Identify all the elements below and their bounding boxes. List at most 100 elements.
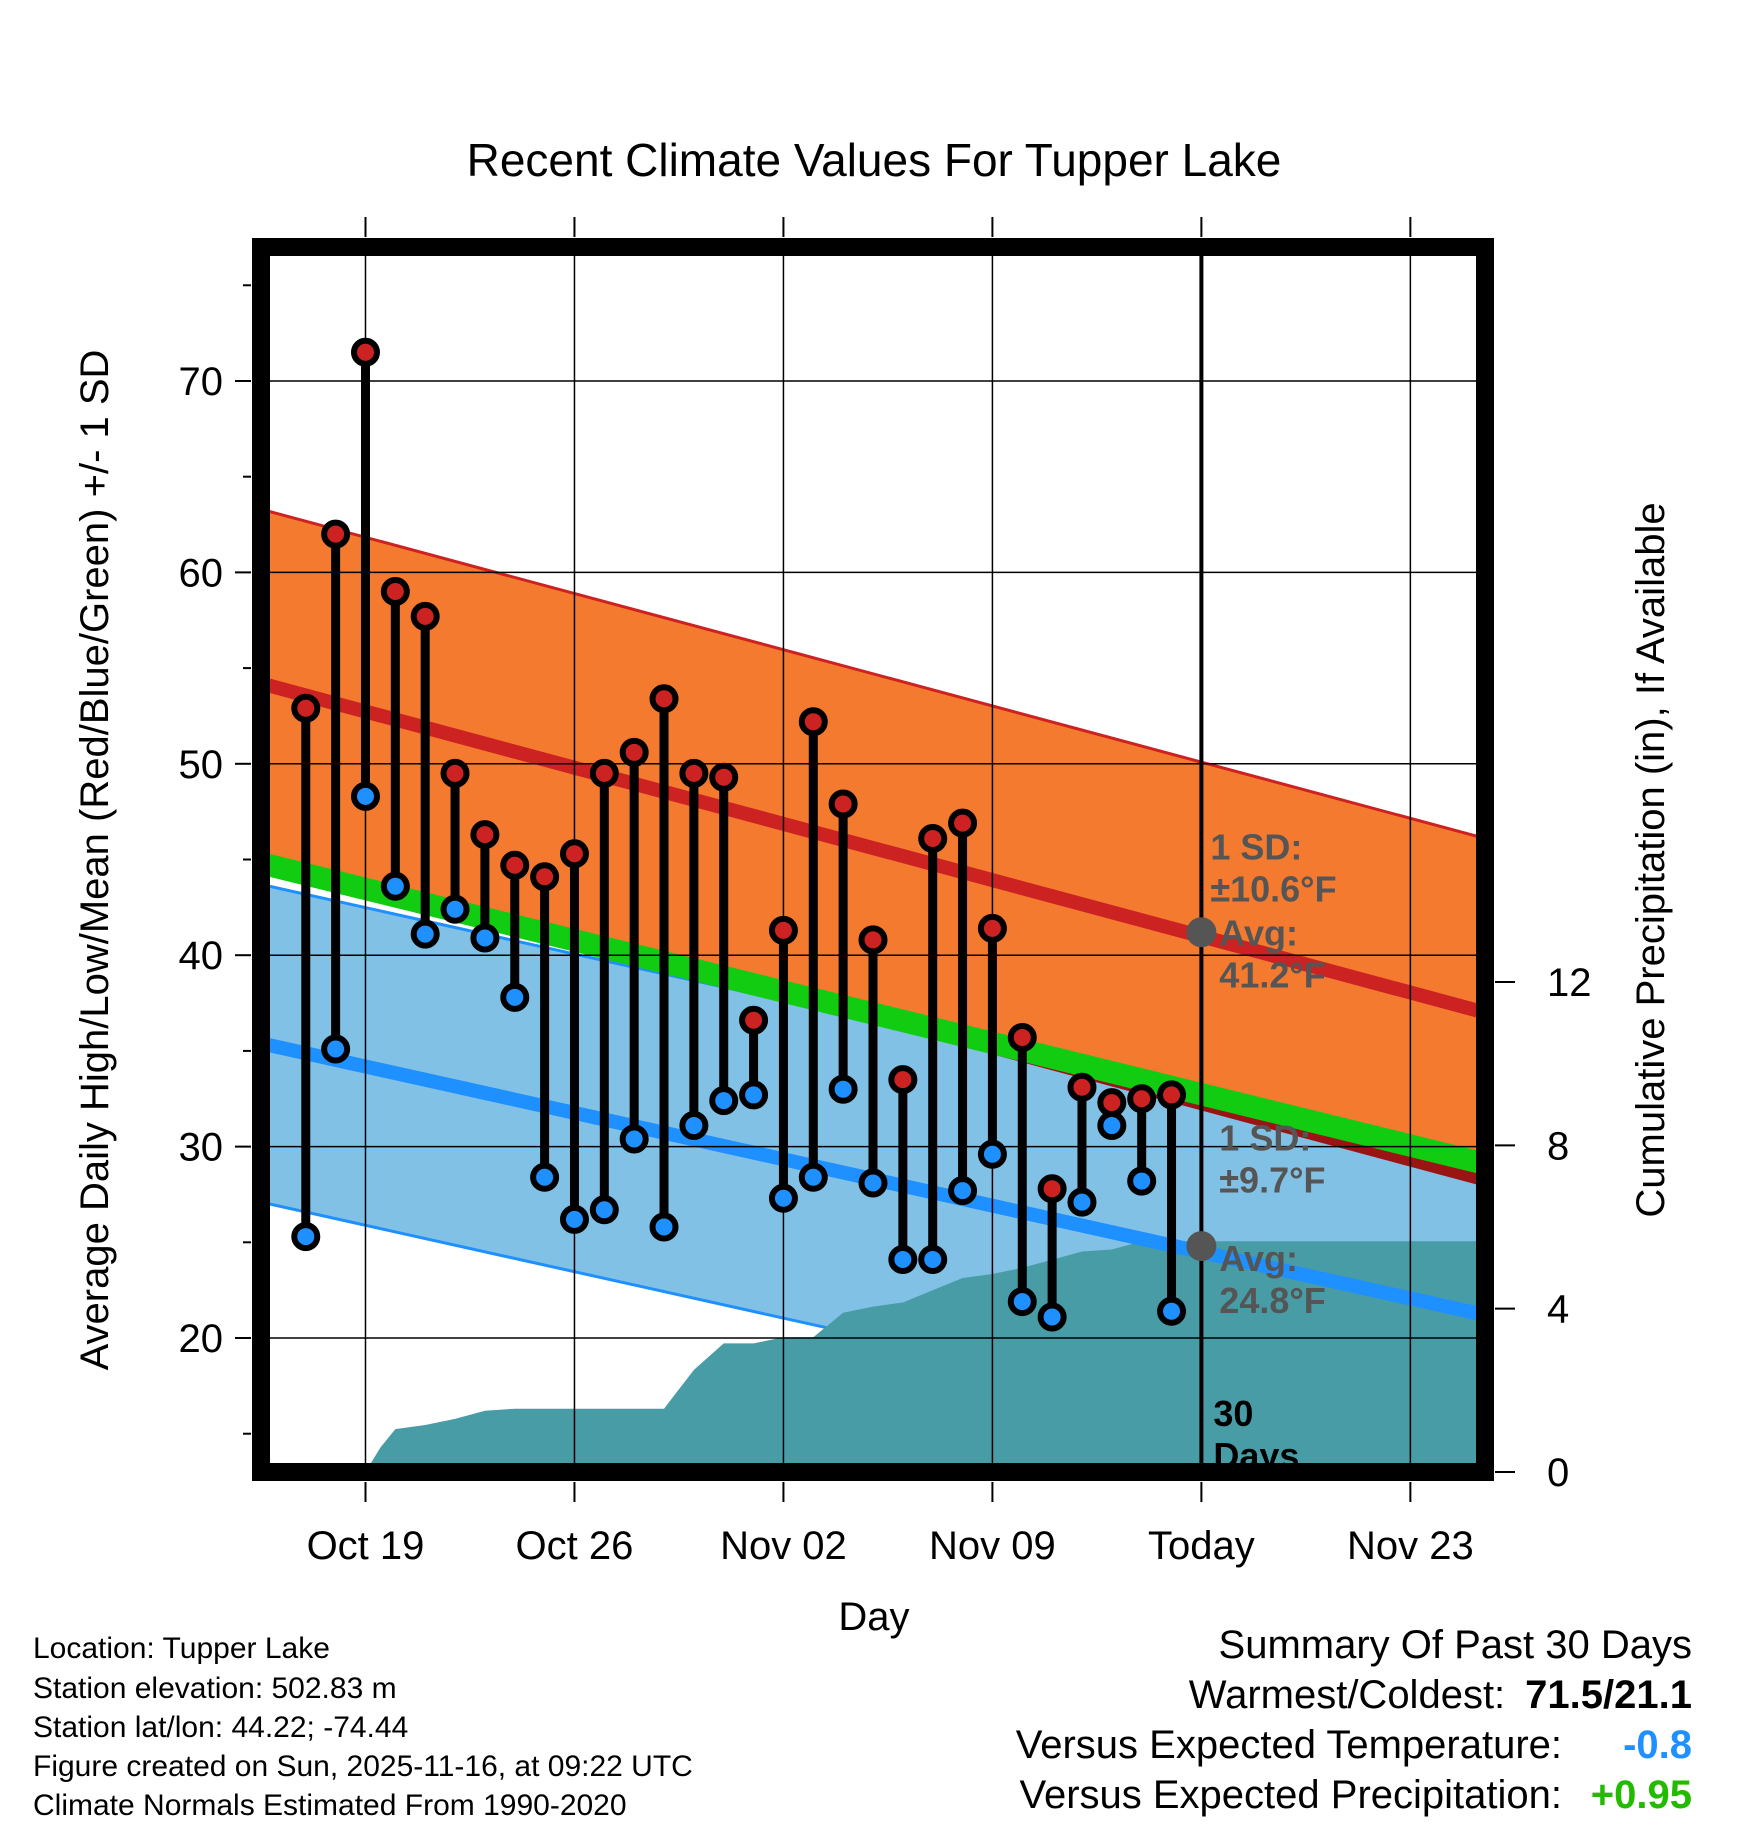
- high-temp-point: [858, 925, 888, 955]
- summary-warmest-value: 71.5/21.1: [1525, 1673, 1692, 1717]
- info-location: Location: Tupper Lake: [33, 1632, 330, 1665]
- high-temp-point: [380, 577, 410, 607]
- low-temp-point: [858, 1168, 888, 1198]
- low-avg-note-value: 24.8°F: [1219, 1280, 1325, 1321]
- low-temp-point: [679, 1111, 709, 1141]
- high-temp-point: [1157, 1080, 1187, 1110]
- avg-markers: [1186, 917, 1217, 1262]
- x-tick-label: Today: [1148, 1524, 1255, 1568]
- low-temp-point: [977, 1139, 1007, 1169]
- high-temp-point: [1127, 1084, 1157, 1114]
- x-axis-label: Day: [838, 1595, 909, 1639]
- summary-temp-label: Versus Expected Temperature:: [1015, 1723, 1562, 1767]
- high-temp-point: [291, 693, 321, 723]
- high-temp-point: [1037, 1174, 1067, 1204]
- y-tick-label: 70: [179, 360, 224, 404]
- low-temp-point: [1097, 1111, 1127, 1141]
- high-avg-marker: [1186, 917, 1217, 948]
- high-temp-point: [440, 758, 470, 788]
- info-elevation: Station elevation: 502.83 m: [33, 1672, 397, 1705]
- low-avg-note-label: Avg:: [1219, 1238, 1298, 1279]
- low-sd-note-label: 1 SD:: [1219, 1117, 1311, 1158]
- tick-labels: 20 30 40 50 60 70 0 4 8 12 Oct 19 Oct 26 Nov 02 Nov 0…: [179, 360, 1592, 1568]
- low-temp-point: [291, 1222, 321, 1252]
- high-temp-point: [1097, 1088, 1127, 1118]
- y2-tick-label: 8: [1547, 1124, 1569, 1168]
- low-temp-point: [440, 894, 470, 924]
- high-temp-point: [649, 684, 679, 714]
- summary-temp-value: -0.8: [1623, 1723, 1692, 1767]
- x-tick-label: Oct 26: [516, 1524, 634, 1568]
- high-sd-note-label: 1 SD:: [1210, 827, 1302, 868]
- y-tick-label: 20: [179, 1317, 224, 1361]
- high-temp-point: [1067, 1072, 1097, 1102]
- low-temp-point: [828, 1074, 858, 1104]
- days-note: 30: [1213, 1393, 1253, 1434]
- high-temp-point: [500, 850, 530, 880]
- chart-title: Recent Climate Values For Tupper Lake: [467, 134, 1282, 186]
- summary-warmest-row: Warmest/Coldest: 71.5/21.1: [1189, 1675, 1692, 1715]
- high-temp-point: [410, 601, 440, 631]
- high-temp-point: [589, 758, 619, 788]
- summary-precip-label: Versus Expected Precipitation:: [1019, 1773, 1562, 1817]
- x-tick-label: Nov 09: [929, 1524, 1056, 1568]
- low-temp-point: [559, 1204, 589, 1234]
- low-avg-marker: [1186, 1231, 1217, 1262]
- x-tick-label: Nov 23: [1347, 1524, 1474, 1568]
- high-temp-point: [470, 820, 500, 850]
- low-temp-point: [798, 1162, 828, 1192]
- low-temp-point: [380, 871, 410, 901]
- high-temp-point: [888, 1065, 918, 1095]
- y2-tick-label: 4: [1547, 1288, 1569, 1332]
- low-temp-point: [1037, 1302, 1067, 1332]
- summary-precip-value: +0.95: [1590, 1773, 1692, 1817]
- high-temp-point: [709, 762, 739, 792]
- low-temp-point: [1007, 1287, 1037, 1317]
- low-temp-point: [888, 1245, 918, 1275]
- high-avg-note-value: 41.2°F: [1219, 955, 1325, 996]
- low-temp-point: [739, 1080, 769, 1110]
- low-temp-point: [500, 982, 530, 1012]
- high-avg-line: [261, 676, 1485, 1020]
- high-temp-point: [1007, 1023, 1037, 1053]
- low-temp-point: [918, 1245, 948, 1275]
- low-temp-point: [649, 1212, 679, 1242]
- low-temp-point: [709, 1086, 739, 1116]
- summary-precip-row: Versus Expected Precipitation: +0.95: [1019, 1775, 1692, 1815]
- low-temp-point: [1067, 1187, 1097, 1217]
- y2-tick-label: 12: [1547, 961, 1592, 1005]
- low-temp-point: [1127, 1166, 1157, 1196]
- axis-ticks: [235, 217, 1515, 1502]
- low-temp-point: [1157, 1296, 1187, 1326]
- low-temp-point: [410, 919, 440, 949]
- high-sd-note-value: ±10.6°F: [1210, 869, 1336, 910]
- low-temp-point: [768, 1183, 798, 1213]
- high-temp-point: [350, 337, 380, 367]
- low-temp-point: [530, 1162, 560, 1192]
- y2-axis-label: Cumulative Precipitation (in), If Availa…: [1629, 502, 1673, 1217]
- y-tick-label: 30: [179, 1126, 224, 1170]
- info-normals: Climate Normals Estimated From 1990-2020: [33, 1789, 627, 1822]
- low-temp-point: [948, 1176, 978, 1206]
- info-created: Figure created on Sun, 2025-11-16, at 09…: [33, 1750, 693, 1783]
- high-temp-point: [530, 862, 560, 892]
- high-temp-point: [918, 823, 948, 853]
- y-tick-label: 40: [179, 934, 224, 978]
- high-temp-point: [768, 915, 798, 945]
- low-temp-point: [321, 1034, 351, 1064]
- high-temp-point: [798, 707, 828, 737]
- daily-dots: [291, 337, 1187, 1332]
- high-temp-point: [559, 839, 589, 869]
- summary-temp-row: Versus Expected Temperature: -0.8: [1016, 1725, 1692, 1765]
- low-temp-point: [470, 923, 500, 953]
- low-temp-point: [589, 1195, 619, 1225]
- high-temp-point: [739, 1005, 769, 1035]
- y2-tick-label: 0: [1547, 1451, 1569, 1495]
- y-axis-label: Average Daily High/Low/Mean (Red/Blue/Gr…: [73, 350, 117, 1371]
- y-tick-label: 60: [179, 551, 224, 595]
- low-temp-point: [619, 1124, 649, 1154]
- high-temp-point: [679, 758, 709, 788]
- high-temp-point: [619, 737, 649, 767]
